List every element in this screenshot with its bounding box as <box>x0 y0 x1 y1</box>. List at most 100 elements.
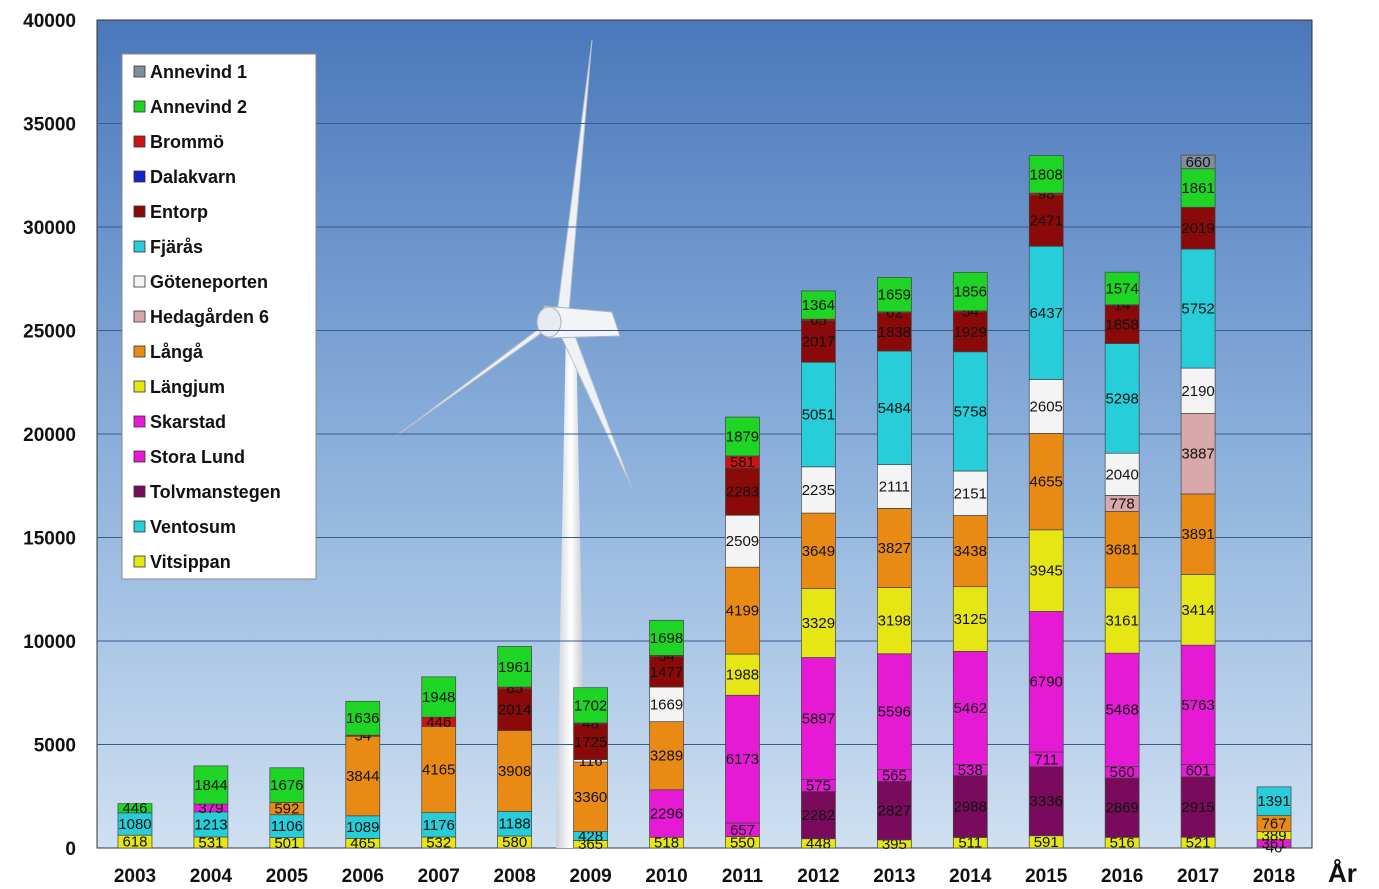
bar-segment <box>421 726 457 813</box>
y-tick-label: 35000 <box>23 115 76 136</box>
data-label: 1477 <box>650 664 683 681</box>
data-label: 5484 <box>878 400 911 417</box>
bar-segment <box>801 657 836 780</box>
legend-swatch <box>133 310 146 323</box>
data-label: 1574 <box>1105 280 1138 297</box>
bar-segment <box>1180 367 1216 414</box>
bar-segment <box>952 586 988 652</box>
x-tick-label: 2012 <box>797 866 839 887</box>
data-label: 532 <box>426 834 451 851</box>
data-label: 446 <box>122 800 147 817</box>
data-label: 5758 <box>954 403 987 420</box>
x-tick-label: 2003 <box>114 866 156 887</box>
data-label: 1213 <box>194 816 227 833</box>
legend-label: Göteneporten <box>150 272 268 292</box>
data-label: 5468 <box>1105 702 1138 719</box>
data-label: 581 <box>730 454 755 471</box>
data-label: 5462 <box>954 700 987 717</box>
data-label: 6173 <box>726 751 759 768</box>
bar-segment <box>1104 343 1140 454</box>
x-tick-label: 2009 <box>569 866 611 887</box>
legend: Annevind 1 Annevind 2 Brommö Dalakvarn Entor… <box>121 53 317 580</box>
legend-swatch <box>133 275 146 288</box>
bar-segment <box>1104 452 1140 496</box>
y-tick-label: 5000 <box>34 736 76 757</box>
legend-swatch <box>133 205 146 218</box>
x-tick-label: 2015 <box>1025 866 1068 887</box>
legend-label: Tolvmanstegen <box>150 482 281 502</box>
data-label: 3336 <box>1030 793 1063 810</box>
data-label: 1698 <box>650 630 683 647</box>
data-label: 711 <box>1034 751 1058 768</box>
bar-segment <box>725 653 760 696</box>
data-label: 550 <box>730 834 755 851</box>
y-tick-label: 30000 <box>23 218 76 239</box>
bar-segment <box>1028 611 1064 753</box>
data-label: 2019 <box>1181 220 1214 237</box>
y-tick-label: 10000 <box>23 632 76 653</box>
legend-swatch <box>133 345 146 358</box>
bar-segment <box>421 676 457 718</box>
legend-label: Entorp <box>150 202 208 222</box>
legend-label: Vitsippan <box>150 552 231 572</box>
bar-segment <box>497 646 533 688</box>
bar-segment <box>952 311 988 353</box>
bar-segment <box>1256 786 1292 816</box>
legend-swatch <box>133 485 146 498</box>
bar-segment <box>1028 529 1064 612</box>
data-label: 1929 <box>954 324 987 341</box>
bar-segment <box>952 351 988 472</box>
legend-swatch <box>133 380 146 393</box>
data-label: 1961 <box>498 659 531 676</box>
data-label: 2509 <box>726 533 759 550</box>
x-tick-label: 2013 <box>873 866 915 887</box>
data-label: 3827 <box>878 540 911 557</box>
bar-segment <box>952 271 988 312</box>
data-label: 2283 <box>726 484 759 501</box>
bar-segment <box>573 761 608 832</box>
bar-segment <box>1180 776 1216 838</box>
bar-segment <box>345 700 381 736</box>
data-label: 1636 <box>346 710 379 727</box>
x-tick-label: 2005 <box>266 866 309 887</box>
legend-swatch <box>133 450 146 463</box>
data-label: 3414 <box>1181 602 1214 619</box>
bar-segment <box>725 467 760 516</box>
y-tick-label: 15000 <box>23 529 76 550</box>
bar-segment <box>1180 154 1216 170</box>
bar-segment <box>117 803 153 814</box>
data-label: 1838 <box>878 324 911 341</box>
legend-label: Brommö <box>150 132 224 152</box>
data-label: 516 <box>1110 835 1135 852</box>
bar-segment <box>345 735 381 817</box>
bar-segment <box>725 416 760 457</box>
legend-box <box>121 53 317 580</box>
legend-swatch <box>133 65 146 78</box>
legend-label: Ventosum <box>150 517 236 537</box>
bar-segment <box>497 688 533 731</box>
data-label: 1702 <box>574 697 607 714</box>
bar-segment <box>269 767 305 803</box>
bar-segment <box>1028 194 1064 247</box>
data-label: 3438 <box>954 543 987 560</box>
data-label: 465 <box>350 835 375 852</box>
data-label: 3891 <box>1181 526 1214 543</box>
legend-label: Skarstad <box>150 412 226 432</box>
data-label: 1176 <box>423 817 455 834</box>
data-label: 565 <box>882 767 907 784</box>
data-label: 778 <box>1110 495 1135 512</box>
bar-segment <box>1104 304 1140 344</box>
bar-segment <box>801 361 836 468</box>
bar-segment <box>497 811 533 837</box>
data-label: 2988 <box>954 798 987 815</box>
data-label: 3360 <box>574 789 607 806</box>
y-tick-label: 25000 <box>23 322 76 343</box>
legend-label: Stora Lund <box>150 447 245 467</box>
data-label: 1858 <box>1105 316 1138 333</box>
bar-segment <box>649 656 684 688</box>
legend-swatch <box>133 100 146 113</box>
data-label: 6790 <box>1030 674 1063 691</box>
data-label: 560 <box>1110 764 1135 781</box>
data-label: 5763 <box>1181 697 1214 714</box>
x-tick-label: 2014 <box>949 866 992 887</box>
